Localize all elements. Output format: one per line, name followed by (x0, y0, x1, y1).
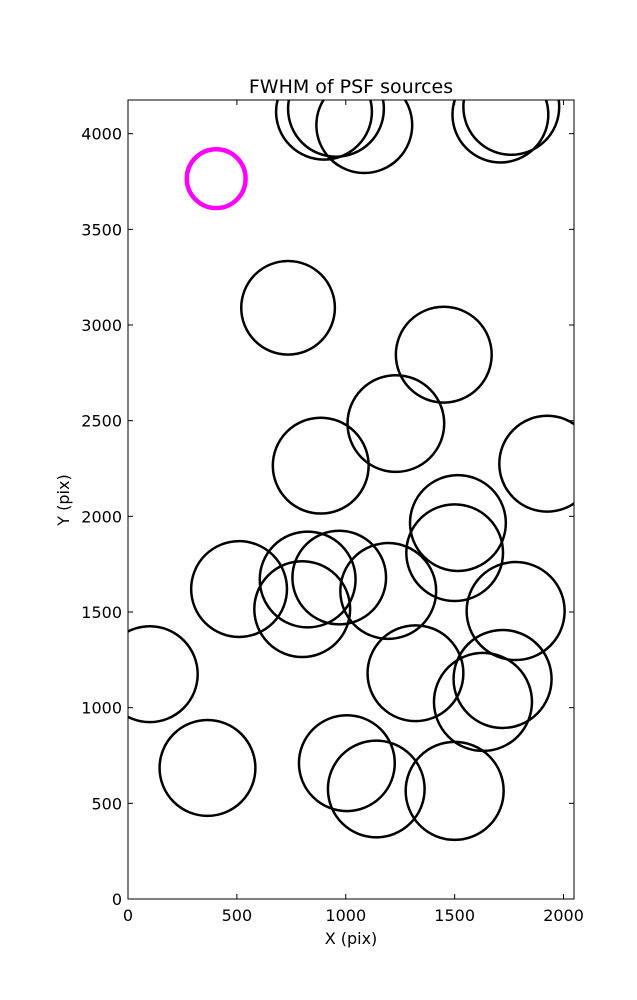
x-tick-label: 1000 (325, 906, 366, 925)
reference-circle (184, 146, 248, 211)
source-circle (405, 503, 505, 603)
y-tick-label: 1500 (81, 603, 122, 622)
source-circles (128, 100, 574, 842)
source-circle (462, 100, 561, 157)
source-circle (315, 100, 414, 175)
source-circle (366, 624, 465, 723)
source-circle (128, 625, 199, 724)
y-tick-label: 3500 (81, 220, 122, 239)
source-circle (286, 100, 386, 158)
y-tick-label: 3000 (81, 316, 122, 335)
x-axis: 0 500 1000 1500 2000 (123, 100, 584, 925)
source-circle (346, 373, 446, 474)
x-tick-label: 2000 (543, 906, 584, 925)
y-tick-label: 1000 (81, 699, 122, 718)
source-circle (297, 713, 397, 813)
source-circle (239, 259, 337, 356)
source-circle (326, 739, 426, 839)
source-circle (408, 473, 508, 573)
source-circle (253, 559, 352, 659)
y-tick-label: 500 (91, 794, 122, 813)
source-circle (498, 414, 574, 513)
source-circle (274, 100, 374, 161)
y-tick-label: 2500 (81, 412, 122, 431)
source-circle (452, 628, 553, 730)
source-circle (465, 560, 566, 662)
x-axis-title: X (pix) (325, 929, 378, 948)
source-circle (258, 530, 357, 629)
chart-title: FWHM of PSF sources (249, 76, 453, 98)
source-circle (189, 539, 289, 639)
x-tick-label: 1500 (434, 906, 475, 925)
source-circle (158, 718, 257, 818)
y-tick-label: 0 (112, 890, 122, 909)
y-axis: 0 500 1000 1500 2000 2500 3000 3500 4000 (81, 125, 574, 909)
x-tick-label: 500 (222, 906, 253, 925)
y-tick-label: 2000 (81, 507, 122, 526)
source-circle (339, 541, 438, 641)
source-circle (291, 529, 388, 626)
y-tick-label: 4000 (81, 125, 122, 144)
source-circle (451, 100, 550, 164)
y-axis-title: Y (pix) (54, 474, 73, 526)
source-circle (271, 416, 370, 515)
source-circle (394, 305, 493, 404)
source-circle (404, 740, 505, 842)
x-tick-label: 0 (123, 906, 133, 925)
plot-frame (127, 99, 575, 900)
